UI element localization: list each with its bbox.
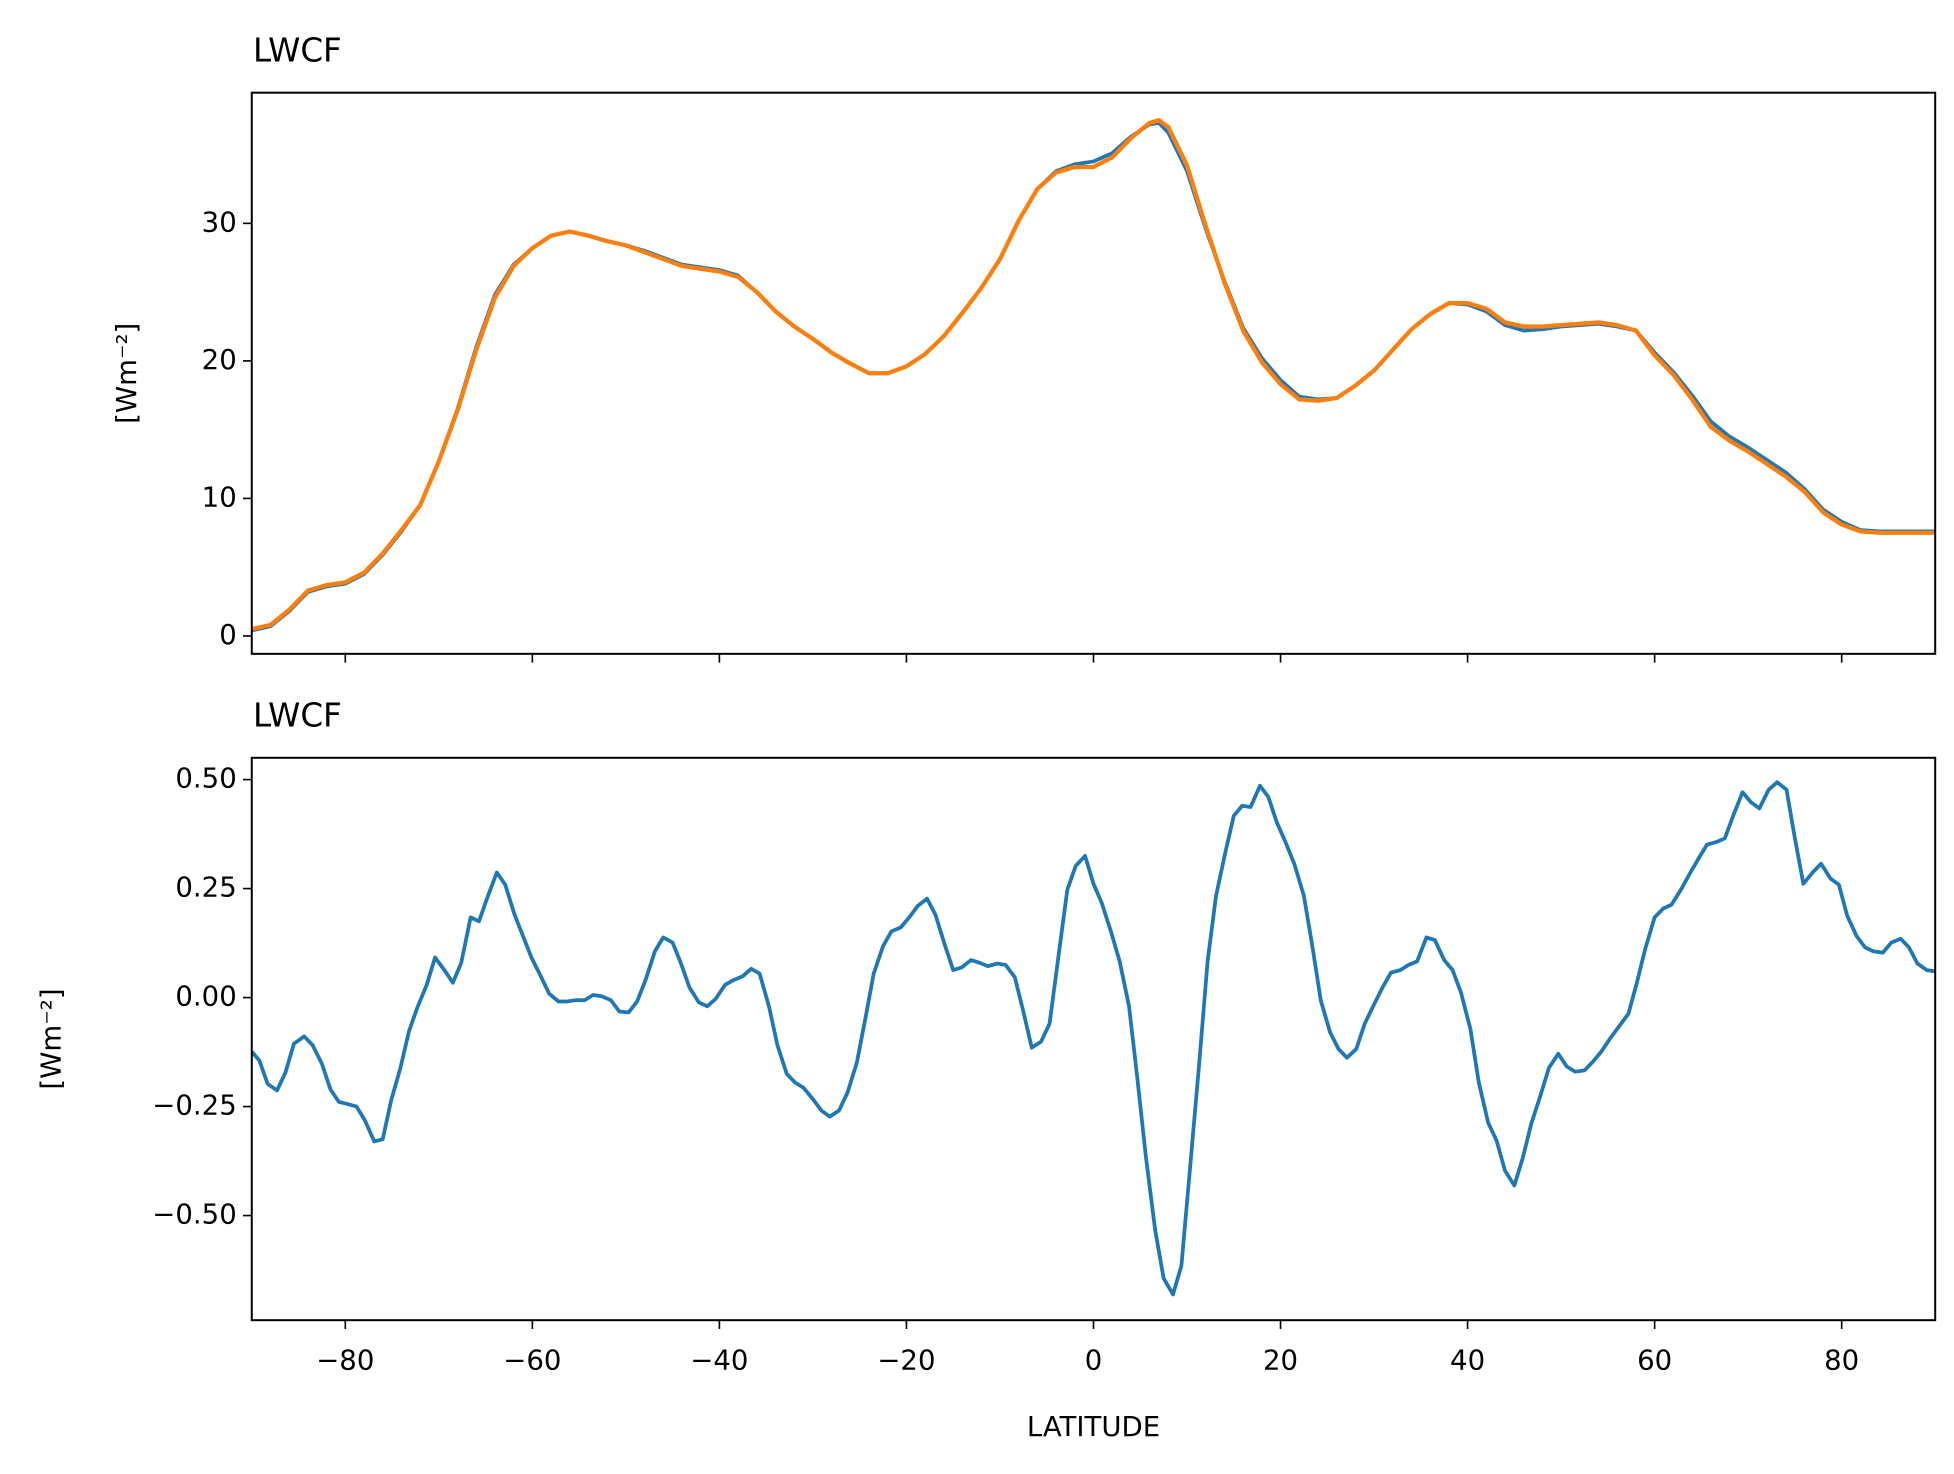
y-tick-label: 0.50 bbox=[175, 763, 236, 795]
chart-title: LWCF bbox=[253, 32, 342, 70]
x-tick-label: −20 bbox=[877, 1345, 935, 1377]
y-tick-label: 0 bbox=[219, 619, 237, 651]
y-tick-label: −0.25 bbox=[152, 1090, 236, 1122]
y-tick-label: 10 bbox=[202, 481, 237, 513]
series-line bbox=[251, 118, 1936, 632]
x-tick-label: −80 bbox=[316, 1345, 374, 1377]
y-axis-label: [Wm⁻²] bbox=[111, 323, 143, 424]
series-line bbox=[251, 121, 1936, 633]
y-tick-label: 0.00 bbox=[175, 981, 236, 1013]
x-tick-label: 20 bbox=[1263, 1345, 1298, 1377]
x-axis-label: LATITUDE bbox=[1027, 1411, 1160, 1443]
y-tick-label: −0.50 bbox=[152, 1199, 236, 1231]
plot-area bbox=[251, 118, 1936, 633]
axes-frame bbox=[250, 756, 1937, 1322]
x-tick-label: −60 bbox=[503, 1345, 561, 1377]
plot-area bbox=[251, 780, 1936, 1297]
series-line bbox=[251, 780, 1936, 1297]
x-tick-label: 60 bbox=[1637, 1345, 1672, 1377]
x-tick-label: 40 bbox=[1450, 1345, 1485, 1377]
x-tick-label: 0 bbox=[1085, 1345, 1103, 1377]
y-tick-label: 30 bbox=[202, 206, 237, 238]
x-tick-label: −40 bbox=[690, 1345, 748, 1377]
y-tick-label: 20 bbox=[202, 344, 237, 376]
y-tick-label: 0.25 bbox=[175, 872, 236, 904]
axes-frame bbox=[250, 91, 1937, 655]
x-tick-label: 80 bbox=[1824, 1345, 1859, 1377]
y-axis-label: [Wm⁻²] bbox=[36, 988, 68, 1089]
chart-title: LWCF bbox=[253, 697, 342, 735]
